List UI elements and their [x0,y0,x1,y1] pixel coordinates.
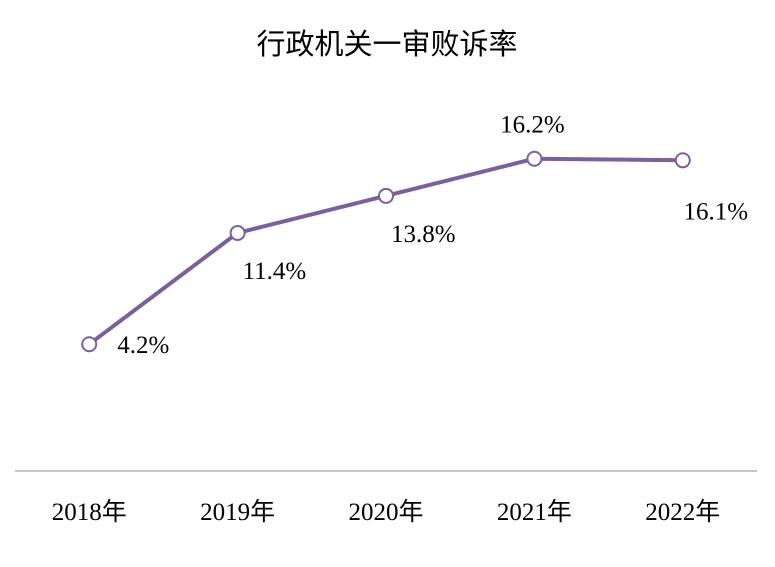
x-tick-label: 2020年 [348,498,423,526]
data-labels: 4.2% 11.4% 13.8% 16.2% 16.1% [117,112,748,360]
x-tick-label: 2019年 [200,498,275,526]
data-point-marker [81,336,98,353]
data-point-markers [81,150,691,353]
x-tick-label: 2021年 [497,498,572,526]
x-tick-label: 2018年 [52,498,127,526]
data-point-marker [674,152,691,169]
data-label: 11.4% [243,258,307,285]
data-point-marker [378,187,394,204]
chart-title: 行政机关一审败诉率 [256,27,517,61]
x-axis-tick-labels: 2018年 2019年 2020年 2021年 2022年 [52,498,721,526]
data-label: 4.2% [117,332,169,359]
data-label: 16.2% [500,112,565,139]
x-tick-label: 2022年 [645,498,720,526]
data-point-marker [526,150,543,167]
data-label: 13.8% [391,221,456,248]
data-label: 16.1% [684,198,749,225]
data-point-marker [229,224,246,241]
series-line [87,156,685,347]
